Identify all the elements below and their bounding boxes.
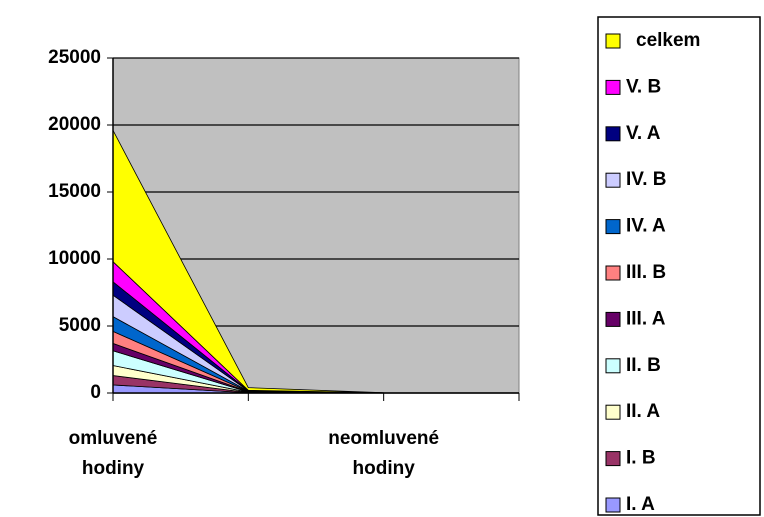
- legend-label: IV. A: [626, 216, 666, 237]
- legend-swatch: [605, 358, 621, 374]
- legend-swatch: [605, 126, 621, 142]
- legend-label: III. A: [626, 308, 666, 329]
- legend-swatch: [605, 451, 621, 467]
- legend-swatch: [605, 311, 621, 327]
- legend-label: V. A: [626, 123, 661, 144]
- legend-label: V. B: [626, 76, 661, 97]
- legend-box: [597, 16, 761, 516]
- legend-swatch: [605, 33, 621, 49]
- legend-label: I. B: [626, 448, 656, 469]
- y-tick-label: 0: [90, 382, 101, 403]
- legend-label: III. B: [626, 262, 666, 283]
- legend-swatch: [605, 79, 621, 95]
- legend-swatch: [605, 265, 621, 281]
- x-tick-label: neomluvené hodiny: [328, 428, 440, 479]
- legend-label: celkem: [636, 30, 700, 51]
- y-tick-label: 5000: [59, 315, 101, 336]
- legend-swatch: [605, 219, 621, 235]
- legend-label: II. B: [626, 355, 661, 376]
- y-tick-label: 10000: [48, 248, 101, 269]
- x-tick-label: omluvené hodiny: [68, 428, 158, 479]
- legend-label: I. A: [626, 494, 655, 515]
- legend-label: IV. B: [626, 169, 667, 190]
- legend-label: II. A: [626, 401, 660, 422]
- legend-swatch: [605, 497, 621, 513]
- legend-swatch: [605, 172, 621, 188]
- y-tick-label: 25000: [48, 47, 101, 68]
- legend-swatch: [605, 404, 621, 420]
- y-tick-label: 20000: [48, 114, 101, 135]
- y-tick-label: 15000: [48, 181, 101, 202]
